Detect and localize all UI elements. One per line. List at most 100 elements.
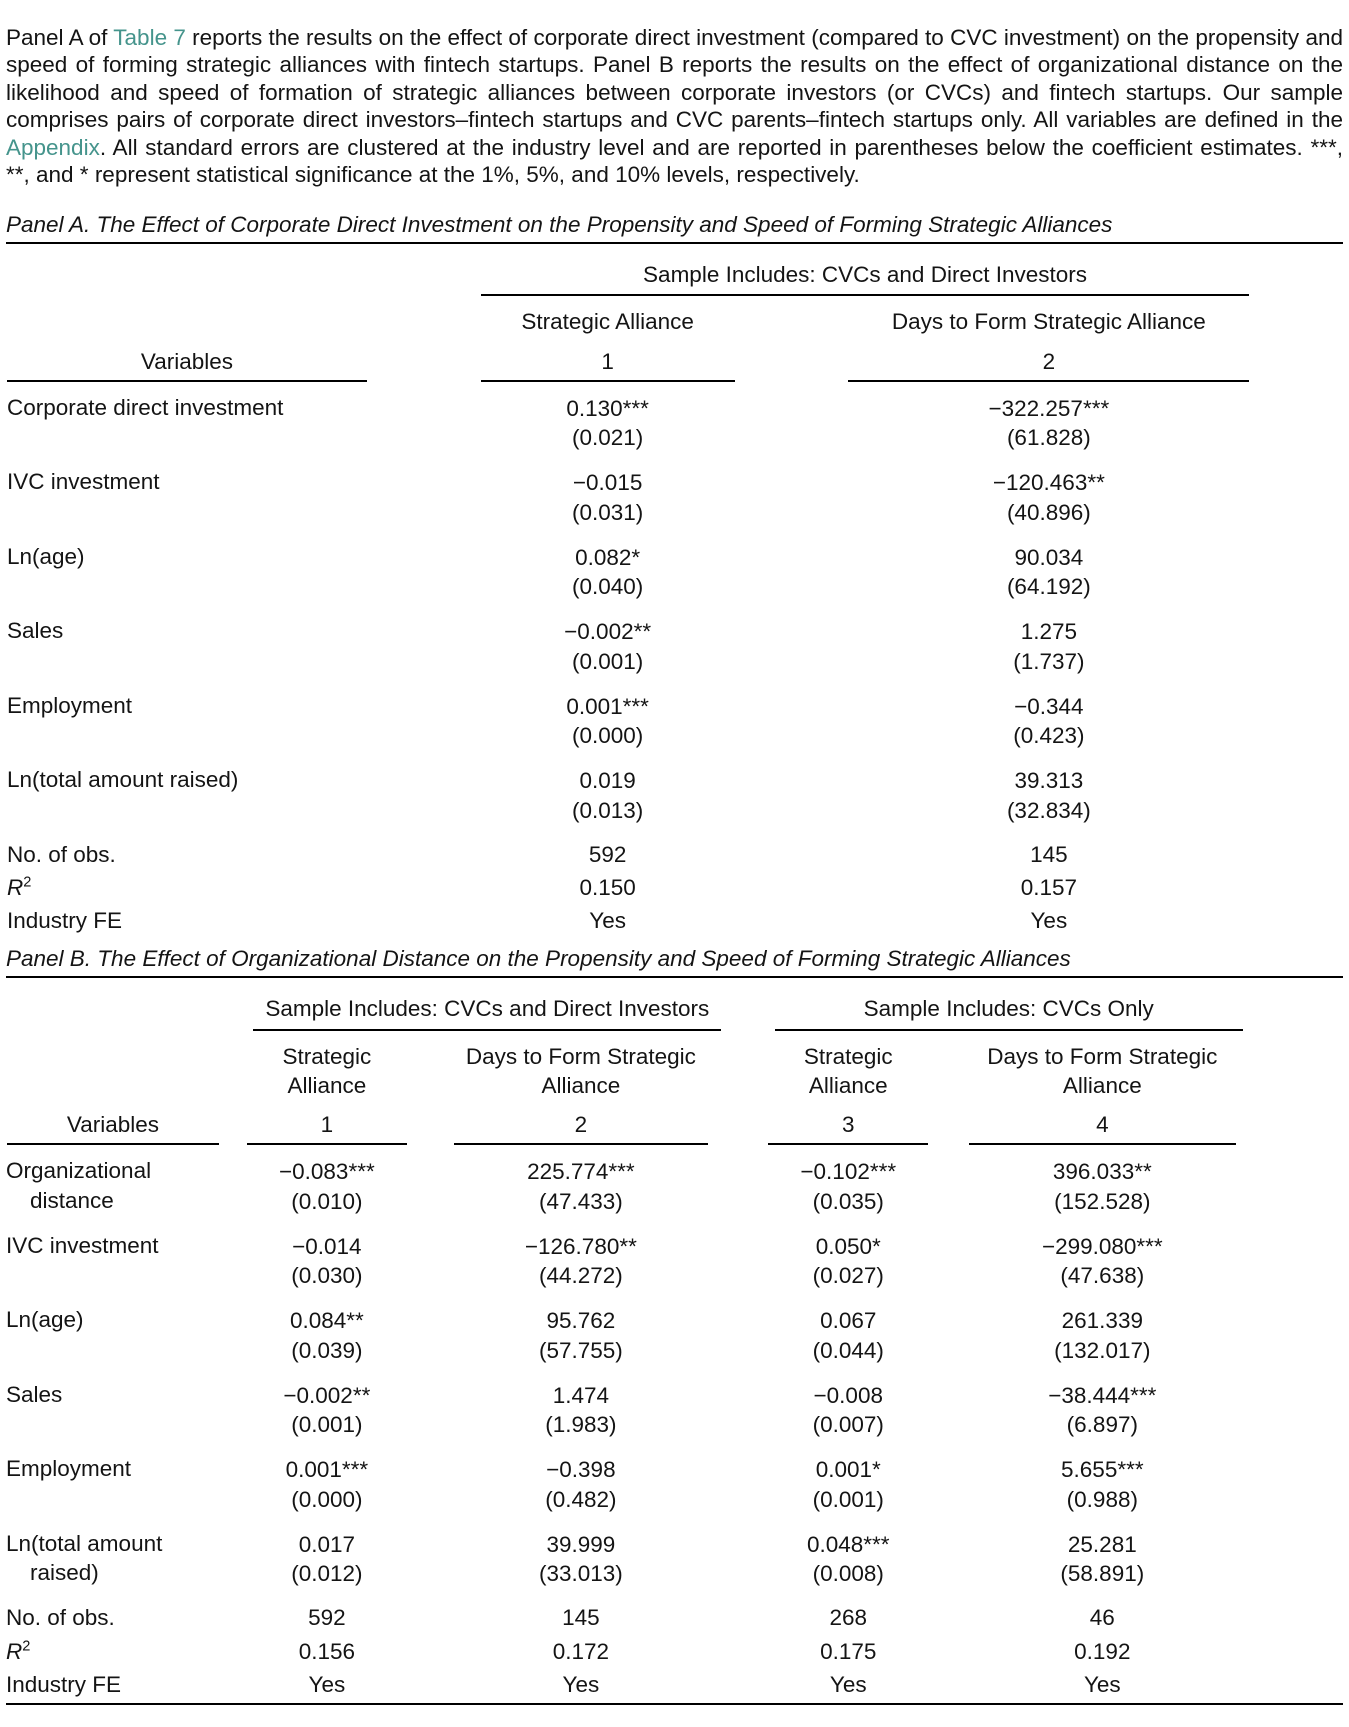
column-number-row: Variables 1 2 3 4 <box>6 1101 1343 1146</box>
standard-error: (0.001) <box>571 648 644 674</box>
coefficient-value: 39.313 <box>1014 768 1084 794</box>
standard-error: (0.010) <box>291 1188 363 1214</box>
coefficient-value: 225.774*** <box>527 1159 635 1185</box>
caption-text: . All standard errors are clustered at t… <box>6 134 1343 188</box>
standard-error: (40.896) <box>1006 499 1091 525</box>
coefficient-cell: −322.257*** (61.828) <box>755 383 1343 458</box>
caption-text: reports the results on the effect of cor… <box>6 25 1343 133</box>
table-row: Ln(total amount raised) 0.017 (0.012) 39.99… <box>6 1519 1343 1594</box>
standard-error: (0.012) <box>291 1561 363 1586</box>
coefficient-cell: 0.001*** (0.000) <box>220 1444 434 1519</box>
standard-error: (0.027) <box>812 1263 884 1288</box>
coefficient-cell: 95.762 (57.755) <box>434 1295 728 1370</box>
table-row: IVC investment −0.015 (0.031) −120.463** (40… <box>6 457 1343 532</box>
panel-b-section: Panel B. The Effect of Organizational Di… <box>6 937 1343 1705</box>
variables-header: Variables <box>6 338 461 383</box>
variable-label: Sales <box>7 618 64 644</box>
standard-error: (0.039) <box>291 1337 363 1363</box>
stat-label: No. of obs. <box>6 1605 115 1631</box>
standard-error: (0.013) <box>571 797 644 823</box>
stat-value: Yes <box>1030 908 1068 934</box>
standard-error: (6.897) <box>1066 1412 1138 1437</box>
variable-label: Ln(age) <box>6 1307 84 1333</box>
coefficient-cell: −0.398 (0.482) <box>434 1444 728 1519</box>
stat-value: 268 <box>829 1605 868 1631</box>
standard-error: (0.001) <box>812 1486 884 1512</box>
stats-row: Industry FE Yes Yes <box>6 903 1343 936</box>
coefficient-cell: 225.774*** (47.433) <box>434 1146 728 1221</box>
standard-error: (64.192) <box>1006 574 1091 600</box>
appendix-link[interactable]: Appendix <box>6 134 100 160</box>
stat-label: No. of obs. <box>7 841 116 867</box>
stat-label: Industry FE <box>6 1671 122 1697</box>
coefficient-cell: 39.999 (33.013) <box>434 1519 728 1594</box>
standard-error: (33.013) <box>538 1561 623 1586</box>
standard-error: (47.433) <box>538 1188 623 1214</box>
coefficient-value: −0.014 <box>292 1233 362 1259</box>
variable-label: Ln(total amount raised) <box>7 767 239 793</box>
column-header: Days to Form Strategic Alliance <box>987 1043 1218 1098</box>
coefficient-value: −38.444*** <box>1048 1382 1157 1408</box>
coefficient-cell: 0.019 (0.013) <box>461 755 755 830</box>
coefficient-cell: 0.082* (0.040) <box>461 532 755 607</box>
coefficient-value: 25.281 <box>1067 1531 1137 1557</box>
coefficient-value: 0.130*** <box>566 395 649 421</box>
table-row: IVC investment −0.014 (0.030) −126.780** (44… <box>6 1221 1343 1296</box>
column-number: 4 <box>968 1101 1343 1146</box>
standard-error: (0.423) <box>1013 723 1085 749</box>
panel-a-section: Panel A. The Effect of Corporate Direct … <box>6 203 1343 937</box>
stat-value: 592 <box>588 841 627 867</box>
column-number: 3 <box>728 1101 969 1146</box>
stat-value: 0.172 <box>552 1638 610 1664</box>
standard-error: (152.528) <box>1054 1188 1151 1214</box>
header-spacer <box>6 978 220 1031</box>
coefficient-value: 0.001* <box>815 1457 881 1483</box>
coefficient-cell: 1.474 (1.983) <box>434 1370 728 1445</box>
coefficient-cell: −0.002** (0.001) <box>220 1370 434 1445</box>
coefficient-value: 5.655*** <box>1061 1457 1144 1483</box>
variables-header: Variables <box>6 1101 220 1146</box>
table-row: Sales −0.002** (0.001) 1.474 (1.983) −0.008 (0… <box>6 1370 1343 1445</box>
column-header: Strategic Alliance <box>521 309 694 335</box>
coefficient-value: 95.762 <box>546 1308 616 1334</box>
standard-error: (44.272) <box>538 1263 623 1288</box>
column-number: 2 <box>434 1101 728 1146</box>
stat-value: 145 <box>1030 841 1068 867</box>
coefficient-value: −0.083*** <box>279 1159 375 1185</box>
coefficient-value: 0.067 <box>820 1308 877 1334</box>
panel-a-table: Sample Includes: CVCs and Direct Investo… <box>6 244 1343 937</box>
coefficient-cell: 25.281 (58.891) <box>969 1519 1343 1594</box>
variables-label: Variables <box>7 1102 219 1146</box>
coefficient-cell: 261.339 (132.017) <box>969 1295 1343 1370</box>
coefficient-value: 0.082* <box>575 544 641 570</box>
coefficient-cell: −38.444*** (6.897) <box>969 1370 1343 1445</box>
header-spacer <box>6 244 461 297</box>
table-7-link[interactable]: Table 7 <box>113 25 186 50</box>
header-spacer <box>6 297 461 337</box>
standard-error: (0.035) <box>812 1188 884 1214</box>
coefficient-value: −322.257*** <box>988 395 1110 421</box>
coefficient-value: −0.002** <box>283 1382 371 1408</box>
coefficient-value: 0.050* <box>815 1233 881 1259</box>
coefficient-cell: 0.001* (0.001) <box>728 1444 969 1519</box>
table-row: Ln(age) 0.082* (0.040) 90.034 (64.192) <box>6 532 1343 607</box>
column-number: 1 <box>220 1101 434 1146</box>
group-header: Sample Includes: CVCs and Direct Investo… <box>461 244 1343 297</box>
coefficient-value: −0.398 <box>546 1457 616 1483</box>
coefficient-value: 396.033** <box>1052 1159 1152 1185</box>
coefficient-cell: −0.344 (0.423) <box>755 681 1343 756</box>
stat-value: Yes <box>562 1671 600 1697</box>
coefficient-cell: −120.463** (40.896) <box>755 457 1343 532</box>
coefficient-cell: −0.015 (0.031) <box>461 457 755 532</box>
column-header: Days to Form Strategic Alliance <box>465 1043 696 1098</box>
variable-label: Ln(age) <box>7 543 85 569</box>
panel-a-title: Panel A. The Effect of Corporate Direct … <box>6 203 1343 245</box>
table-row: Employment 0.001*** (0.000) −0.344 (0.423) <box>6 681 1343 756</box>
coefficient-cell: 0.001*** (0.000) <box>461 681 755 756</box>
coefficient-cell: −0.102*** (0.035) <box>728 1146 969 1221</box>
coefficient-cell: 5.655*** (0.988) <box>969 1444 1343 1519</box>
coefficient-value: 0.017 <box>298 1531 356 1557</box>
variable-label: Employment <box>6 1456 132 1482</box>
standard-error: (0.044) <box>812 1337 884 1363</box>
stat-value: 46 <box>1089 1605 1115 1631</box>
